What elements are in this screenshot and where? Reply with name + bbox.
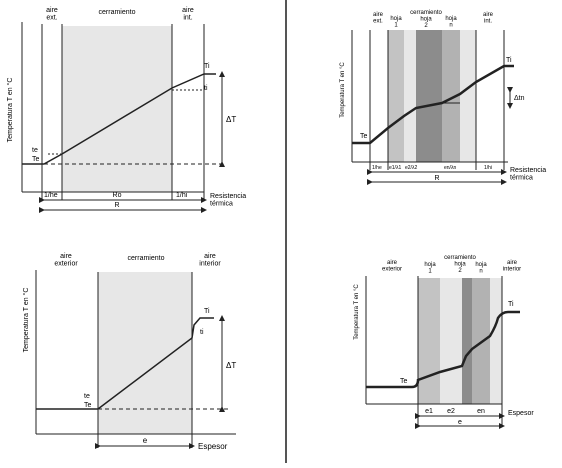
panel-c-ti-small-label: ti bbox=[200, 329, 204, 336]
panel-b-region-inside: aire int. bbox=[483, 12, 494, 25]
panel-d-thickness-tick-2: e2 bbox=[447, 408, 455, 415]
panel-d-thickness-tick-1: e1 bbox=[425, 408, 433, 415]
panel-c-wall bbox=[98, 272, 192, 434]
panel-a-te-small-label: te bbox=[32, 147, 38, 154]
panel-c-axis-label: Temperatura T en °C bbox=[22, 288, 30, 353]
panel-b-res-tick-2: e1/λ1 bbox=[389, 165, 401, 171]
panel-a-temperature-line bbox=[22, 73, 216, 165]
panel-c-region-wall: cerramiento bbox=[128, 255, 165, 262]
panel-c-delta-label: ΔT bbox=[226, 361, 236, 370]
panel-d-layer-last bbox=[490, 278, 502, 404]
panel-b-axis-label: Temperatura T en °C bbox=[340, 62, 346, 118]
panel-d: aire exterior hoja 1 cerramiento hoja 2 hoja… bbox=[354, 255, 534, 429]
panel-c-te-small-label: te bbox=[84, 393, 90, 400]
panel-b-x-axis-label: Resistencia térmica bbox=[510, 167, 546, 182]
panel-b-ti-label: Ti bbox=[506, 57, 512, 64]
panel-a-region-inside: aire int. bbox=[182, 7, 194, 22]
panel-b-res-tick-5: 1/hi bbox=[484, 165, 492, 171]
panel-a-res-total: R bbox=[114, 202, 119, 209]
panel-b-layer-n-label: hoja n bbox=[445, 16, 457, 29]
panel-d-axis-label: Temperatura T en °C bbox=[354, 284, 360, 340]
panel-a-res-in: 1/hi bbox=[176, 192, 188, 199]
panel-b-layer-2 bbox=[404, 30, 416, 162]
panel-b-region-outside: aire ext. bbox=[373, 12, 384, 25]
panel-d-region-inside: aire interior bbox=[503, 260, 521, 273]
panel-d-ti-label: Ti bbox=[508, 301, 514, 308]
panel-b-temperature-line bbox=[352, 64, 514, 145]
panel-d-layer-1 bbox=[418, 278, 440, 404]
panel-b-layer-dark bbox=[416, 30, 442, 162]
panel-b-layer-1 bbox=[388, 30, 404, 162]
panel-d-thickness-total: e bbox=[458, 419, 462, 426]
panel-a-te-label: Te bbox=[32, 156, 40, 163]
panel-d-thickness-tick-3: en bbox=[477, 408, 485, 415]
panel-c-temperature-line bbox=[36, 317, 214, 410]
panel-b-res-tick-4: en/λn bbox=[444, 165, 456, 171]
panel-b-res-tick-3: e2/λ2 bbox=[405, 165, 417, 171]
panel-a-region-outside: aire ext. bbox=[46, 7, 58, 22]
panel-c-x-axis-label: Espesor bbox=[198, 442, 228, 451]
panel-a-res-wall: Ro bbox=[113, 192, 122, 199]
panel-a-ti-small-label: ti bbox=[204, 85, 208, 92]
panel-d-region-outside: aire exterior bbox=[382, 260, 402, 273]
panel-b-res-total: R bbox=[434, 175, 439, 182]
panel-a-delta-label: ΔT bbox=[226, 115, 236, 124]
panel-c-region-inside: aire interior bbox=[199, 253, 221, 268]
panel-d-layer-2 bbox=[440, 278, 462, 404]
panel-b-wall-group-label: cerramiento hoja 2 bbox=[410, 10, 442, 29]
panel-a-region-wall: cerramiento bbox=[99, 9, 136, 16]
panel-c-te-label: Te bbox=[84, 402, 92, 409]
panel-c-region-outside: aire exterior bbox=[54, 253, 78, 268]
panel-d-x-axis-label: Espesor bbox=[508, 410, 534, 417]
panel-a-res-out: 1/he bbox=[44, 192, 58, 199]
panel-b: aire ext. hoja 1 cerramiento hoja 2 hoja n ai… bbox=[340, 10, 546, 185]
panel-d-te-label: Te bbox=[400, 378, 408, 385]
panel-a: aire ext. cerramiento aire int. Temperatur… bbox=[6, 7, 246, 213]
panel-d-layer-1-label: hoja 1 bbox=[424, 262, 436, 275]
panel-c: aire exterior cerramiento aire interior Te… bbox=[22, 253, 236, 451]
panel-c-thickness-label: e bbox=[143, 436, 148, 445]
panel-d-wall-group-label: cerramiento hoja 2 bbox=[444, 255, 476, 274]
panel-b-layer-n bbox=[442, 30, 460, 162]
panel-b-res-tick-1: 1/he bbox=[372, 165, 382, 171]
panel-a-wall bbox=[62, 26, 172, 192]
panel-b-te-label: Te bbox=[360, 133, 368, 140]
panel-c-ti-label: Ti bbox=[204, 308, 210, 315]
panel-a-ti-label: Ti bbox=[204, 63, 210, 70]
panel-a-x-axis-label: Resistencia térmica bbox=[210, 193, 246, 208]
panel-d-layer-n-label: hoja n bbox=[475, 262, 487, 275]
panel-d-temperature-line bbox=[366, 310, 520, 389]
panel-b-delta-label: Δtn bbox=[514, 95, 525, 102]
panel-b-layer-1-label: hoja 1 bbox=[390, 16, 402, 29]
panel-b-layer-last bbox=[460, 30, 476, 162]
panel-a-axis-label: Temperatura T en °C bbox=[6, 78, 14, 143]
panel-d-layer-dark bbox=[462, 278, 472, 404]
